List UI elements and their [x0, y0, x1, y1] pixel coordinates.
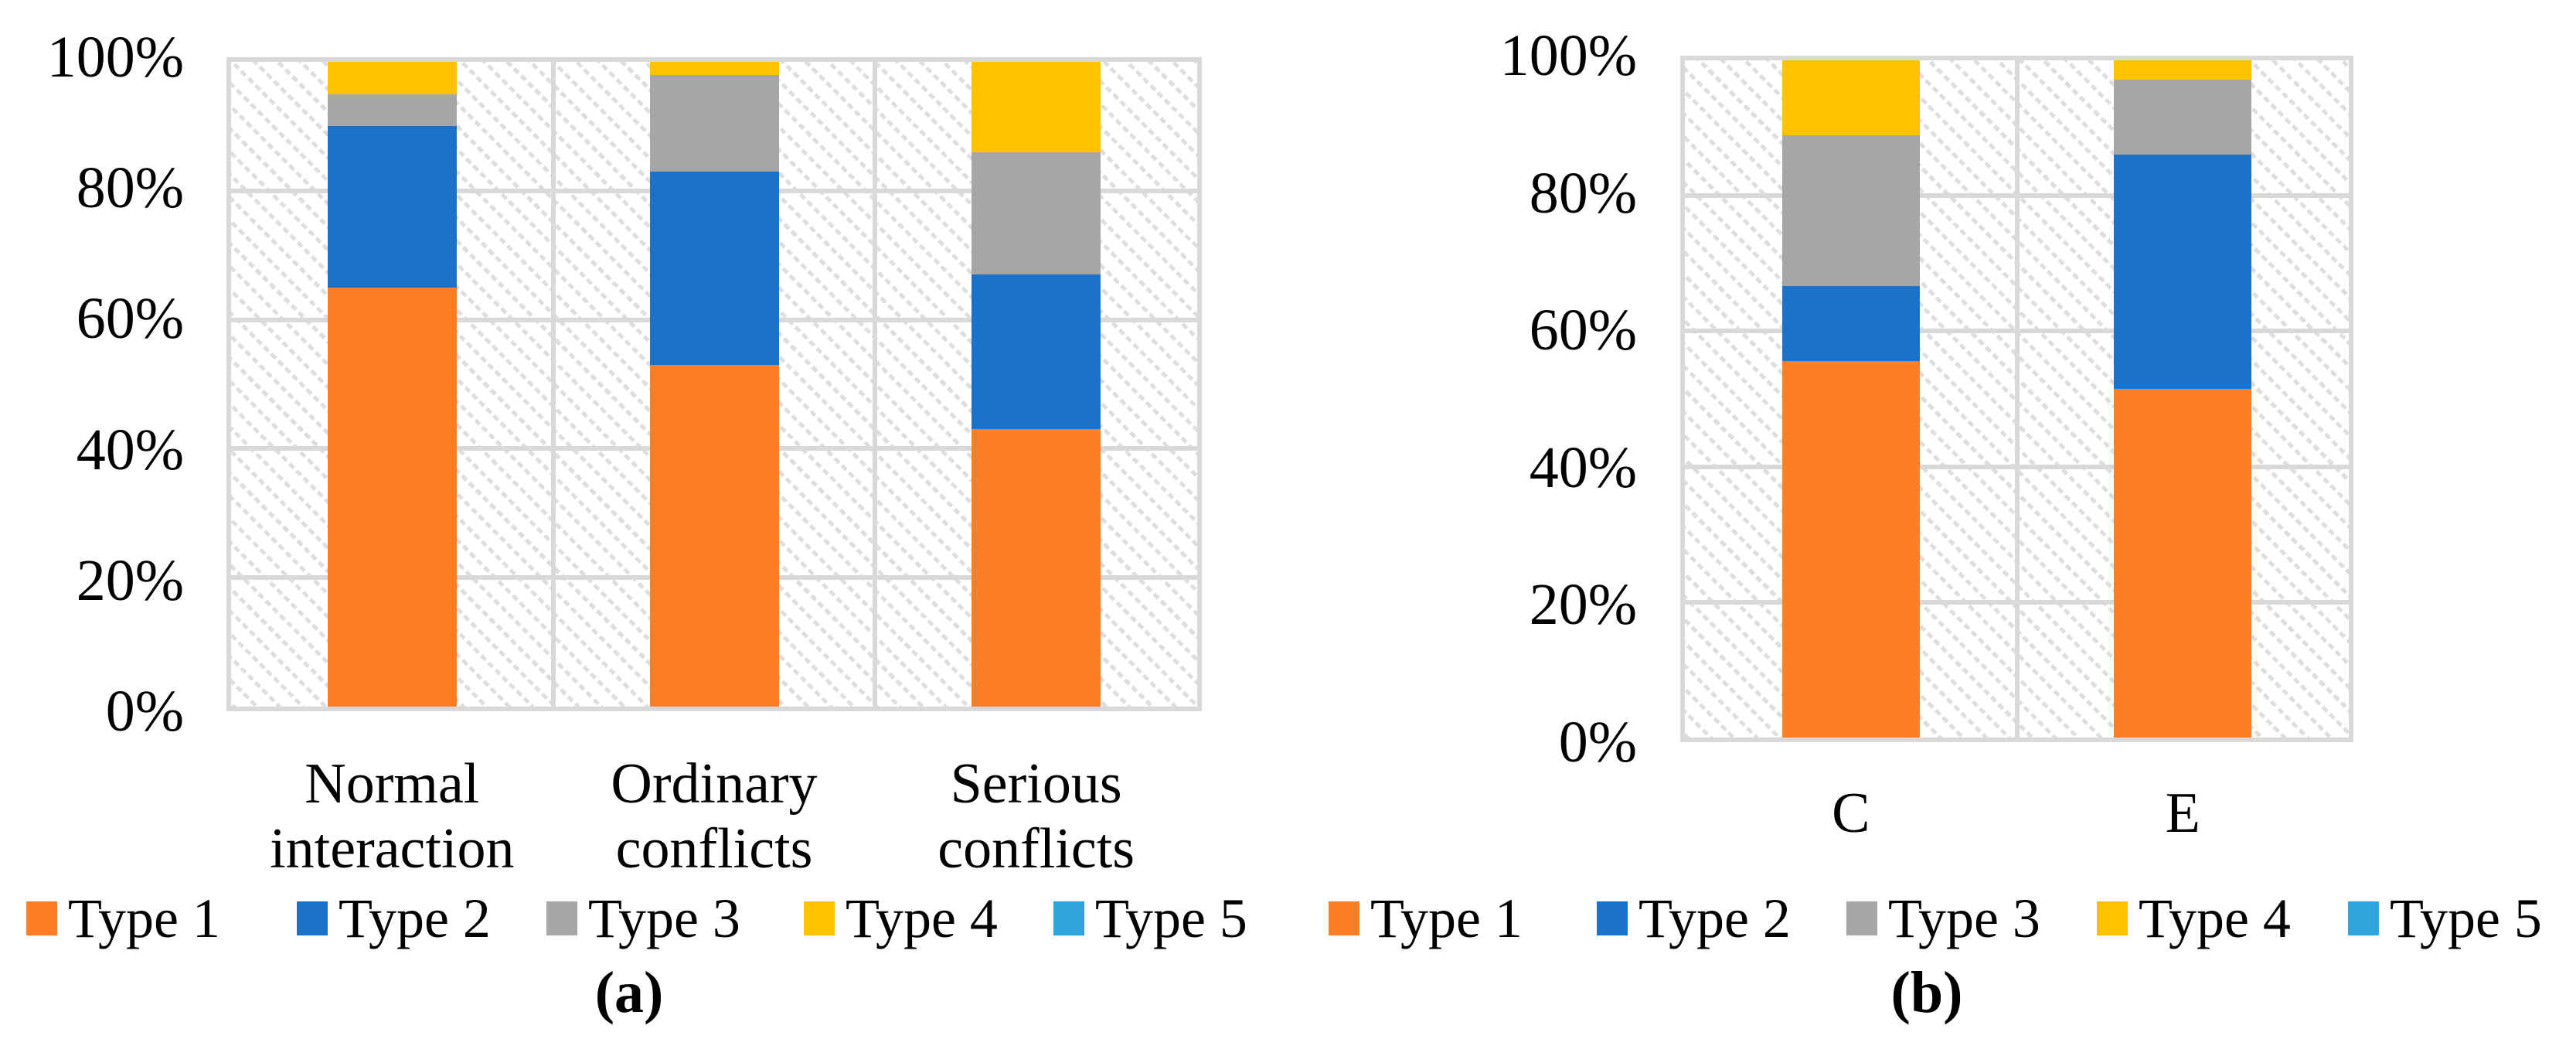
y-tick-label: 0% [105, 679, 184, 744]
category-label-e: E [2165, 782, 2200, 845]
y-tick-label: 40% [1529, 434, 1637, 500]
category-label-c: C [1832, 782, 1870, 845]
legend-item-type5: Type 5 [1053, 891, 1247, 946]
legend-swatch [1597, 901, 1628, 935]
y-tick-label: 100% [1499, 23, 1637, 88]
category-label-normal-interaction: Normal interaction [270, 752, 515, 881]
legend-label: Type 2 [1638, 888, 1791, 949]
legend-item-type2: Type 2 [297, 891, 491, 946]
legend-swatch [546, 901, 577, 935]
v-gridline [2014, 60, 2020, 738]
y-tick-label: 0% [1558, 710, 1637, 775]
legend-item-type1: Type 1 [26, 891, 220, 946]
bar-segment-type3-serious-conflicts [972, 152, 1101, 275]
plot-area-a [226, 57, 1202, 711]
legend-item-type5: Type 5 [2348, 891, 2542, 946]
legend-label: Type 1 [1370, 888, 1523, 949]
bar-segment-type2-c [1781, 285, 1920, 361]
category-label-ordinary-conflicts: Ordinary conflicts [611, 752, 818, 881]
bar-segment-type4-serious-conflicts [972, 62, 1101, 152]
legend-swatch [297, 901, 328, 935]
bar-segment-type4-c [1781, 60, 1920, 136]
y-tick-label: 40% [76, 417, 184, 482]
v-gridline [550, 62, 556, 707]
legend-item-type3: Type 3 [1846, 891, 2040, 946]
legend-label: Type 1 [68, 888, 220, 949]
legend-swatch [1329, 901, 1359, 935]
bar-segment-type3-ordinary-conflicts [649, 74, 779, 172]
legend-label: Type 2 [339, 888, 491, 949]
caption-a: (a) [594, 960, 664, 1025]
bar-segment-type4-e [2114, 60, 2252, 80]
bar-segment-type1-normal-interaction [327, 287, 457, 707]
bar-segment-type3-e [2114, 79, 2252, 155]
y-tick-label: 20% [1529, 572, 1637, 638]
caption-b: (b) [1890, 960, 1963, 1025]
bar-segment-type2-e [2114, 154, 2252, 389]
y-tick-label: 20% [76, 547, 184, 613]
bar-segment-type3-normal-interaction [327, 94, 457, 127]
bar-segment-type2-serious-conflicts [972, 274, 1101, 430]
legend-swatch [1053, 901, 1084, 935]
legend-label: Type 5 [1095, 888, 1247, 949]
category-label-serious-conflicts: Serious conflicts [938, 752, 1135, 881]
bar-segment-type1-ordinary-conflicts [649, 365, 779, 707]
plot-area-b [1680, 56, 2353, 742]
y-tick-label: 80% [1529, 160, 1637, 226]
legend-item-type3: Type 3 [546, 891, 740, 946]
y-tick-label: 60% [1529, 298, 1637, 363]
y-tick-label: 100% [46, 25, 184, 90]
legend-label: Type 4 [846, 888, 998, 949]
bar-segment-type3-c [1781, 135, 1920, 286]
legend-label: Type 4 [2139, 888, 2291, 949]
legend-item-type4: Type 4 [804, 891, 998, 946]
legend-label: Type 3 [588, 888, 740, 949]
legend-label: Type 5 [2390, 888, 2542, 949]
bar-segment-type2-ordinary-conflicts [649, 171, 779, 365]
legend-swatch [1846, 901, 1877, 935]
legend-item-type1: Type 1 [1329, 891, 1523, 946]
legend-item-type4: Type 4 [2097, 891, 2291, 946]
v-gridline [873, 62, 878, 707]
bar-segment-type2-normal-interaction [327, 126, 457, 288]
bar-segment-type1-c [1781, 360, 1920, 738]
legend-item-type2: Type 2 [1597, 891, 1791, 946]
bar-segment-type1-e [2114, 388, 2252, 738]
legend-swatch [2348, 901, 2379, 935]
y-tick-label: 80% [76, 155, 184, 221]
bar-segment-type4-ordinary-conflicts [649, 62, 779, 75]
legend-swatch [2097, 901, 2128, 935]
bar-segment-type1-serious-conflicts [972, 429, 1101, 707]
legend-swatch [804, 901, 835, 935]
legend-swatch [26, 901, 57, 935]
bar-segment-type4-normal-interaction [327, 62, 457, 94]
legend-label: Type 3 [1888, 888, 2040, 949]
y-tick-label: 60% [76, 286, 184, 352]
